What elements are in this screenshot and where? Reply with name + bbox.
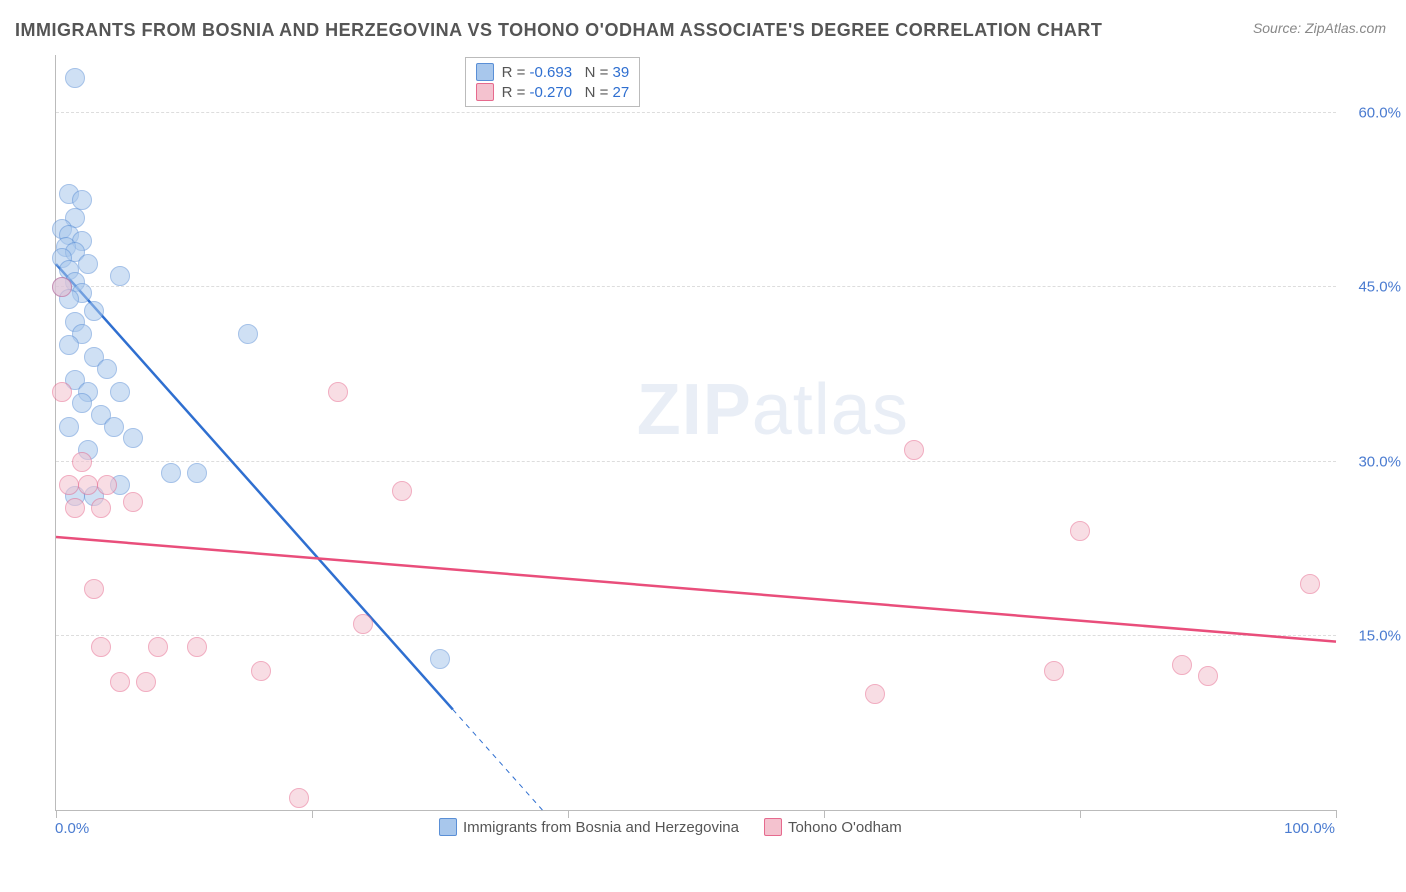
scatter-point-tohono	[59, 475, 79, 495]
legend-swatch	[476, 83, 494, 101]
legend-swatch	[476, 63, 494, 81]
scatter-point-tohono	[1198, 666, 1218, 686]
legend-stats-row-tohono: R = -0.270 N = 27	[476, 82, 630, 102]
trend-lines	[56, 55, 1336, 810]
scatter-point-tohono	[1300, 574, 1320, 594]
legend-stats-text: R = -0.693 N = 39	[502, 64, 630, 81]
x-max-label: 100.0%	[1284, 820, 1335, 837]
x-tick	[1336, 810, 1337, 818]
scatter-point-tohono	[72, 452, 92, 472]
x-tick	[1080, 810, 1081, 818]
plot-area: ZIPatlas15.0%30.0%45.0%60.0%	[55, 55, 1336, 811]
scatter-point-bosnia	[84, 301, 104, 321]
scatter-point-tohono	[84, 579, 104, 599]
scatter-point-tohono	[1172, 655, 1192, 675]
scatter-point-bosnia	[187, 463, 207, 483]
scatter-point-bosnia	[110, 382, 130, 402]
scatter-point-tohono	[110, 672, 130, 692]
scatter-point-tohono	[353, 614, 373, 634]
scatter-point-tohono	[1070, 521, 1090, 541]
chart-title: IMMIGRANTS FROM BOSNIA AND HERZEGOVINA V…	[15, 20, 1102, 41]
legend-stats-row-bosnia: R = -0.693 N = 39	[476, 62, 630, 82]
scatter-point-tohono	[91, 498, 111, 518]
scatter-point-tohono	[65, 498, 85, 518]
legend-swatch	[439, 818, 457, 836]
legend-item-tohono: Tohono O'odham	[764, 818, 902, 836]
source-attribution: Source: ZipAtlas.com	[1253, 20, 1386, 36]
scatter-point-tohono	[289, 788, 309, 808]
scatter-point-tohono	[392, 481, 412, 501]
scatter-point-tohono	[328, 382, 348, 402]
scatter-point-bosnia	[78, 254, 98, 274]
scatter-point-bosnia	[110, 266, 130, 286]
x-min-label: 0.0%	[55, 820, 89, 837]
scatter-point-bosnia	[59, 335, 79, 355]
x-tick	[56, 810, 57, 818]
scatter-point-bosnia	[161, 463, 181, 483]
legend-item-bosnia: Immigrants from Bosnia and Herzegovina	[439, 818, 739, 836]
scatter-point-tohono	[78, 475, 98, 495]
scatter-point-bosnia	[72, 393, 92, 413]
scatter-point-tohono	[865, 684, 885, 704]
scatter-point-tohono	[136, 672, 156, 692]
x-tick	[312, 810, 313, 818]
scatter-point-tohono	[148, 637, 168, 657]
scatter-point-tohono	[91, 637, 111, 657]
scatter-point-bosnia	[97, 359, 117, 379]
legend-stats-text: R = -0.270 N = 27	[502, 84, 630, 101]
scatter-point-tohono	[123, 492, 143, 512]
legend-series: Immigrants from Bosnia and Herzegovina To…	[439, 818, 902, 836]
scatter-point-tohono	[97, 475, 117, 495]
scatter-point-bosnia	[104, 417, 124, 437]
scatter-point-bosnia	[123, 428, 143, 448]
scatter-point-tohono	[52, 277, 72, 297]
scatter-point-bosnia	[430, 649, 450, 669]
legend-label: Immigrants from Bosnia and Herzegovina	[463, 819, 739, 836]
legend-swatch	[764, 818, 782, 836]
scatter-point-tohono	[904, 440, 924, 460]
scatter-point-bosnia	[59, 417, 79, 437]
y-tick-label: 60.0%	[1341, 105, 1401, 122]
y-tick-label: 15.0%	[1341, 627, 1401, 644]
y-tick-label: 30.0%	[1341, 453, 1401, 470]
x-tick	[568, 810, 569, 818]
y-tick-label: 45.0%	[1341, 279, 1401, 296]
legend-label: Tohono O'odham	[788, 819, 902, 836]
scatter-point-tohono	[52, 382, 72, 402]
x-tick	[824, 810, 825, 818]
scatter-point-bosnia	[65, 68, 85, 88]
scatter-point-tohono	[251, 661, 271, 681]
legend-stats: R = -0.693 N = 39 R = -0.270 N = 27	[465, 57, 641, 107]
scatter-point-tohono	[1044, 661, 1064, 681]
scatter-point-bosnia	[238, 324, 258, 344]
scatter-point-tohono	[187, 637, 207, 657]
